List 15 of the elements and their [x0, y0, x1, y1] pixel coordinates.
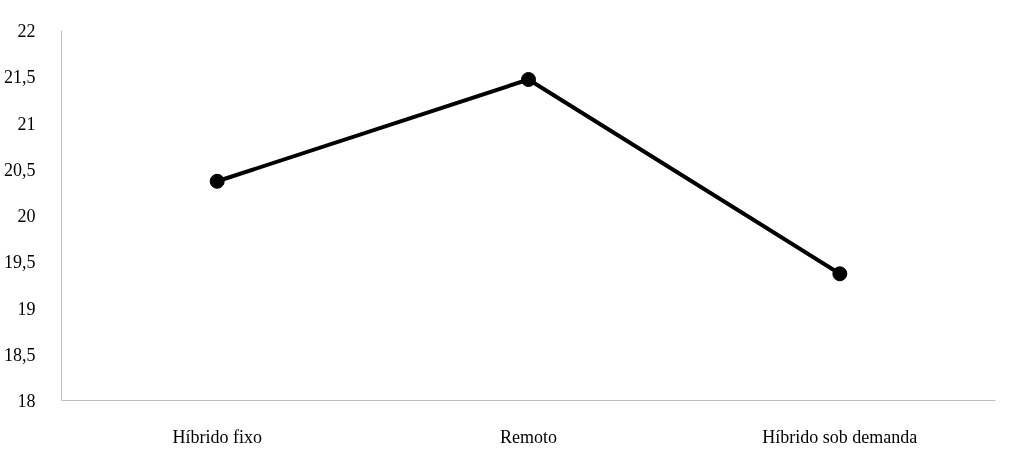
y-tick-label: 22: [17, 21, 36, 41]
y-tick-label: 21: [17, 113, 36, 134]
x-tick-label: Híbrido fixo: [172, 426, 262, 447]
y-tick-label: 19,5: [4, 252, 36, 273]
y-tick-label: 20: [17, 206, 36, 226]
y-tick-label: 21,5: [4, 67, 36, 88]
y-tick-label: 18,5: [4, 344, 36, 365]
point: [209, 173, 225, 189]
point: [521, 72, 536, 88]
x-tick-label: Híbrido sob demanda: [762, 426, 918, 447]
y-tick-label: 19: [17, 298, 36, 319]
x-tick-label: Remoto: [500, 426, 557, 447]
point: [832, 266, 848, 282]
y-tick-label: 18: [17, 391, 36, 411]
y-tick-label: 20,5: [4, 159, 36, 180]
